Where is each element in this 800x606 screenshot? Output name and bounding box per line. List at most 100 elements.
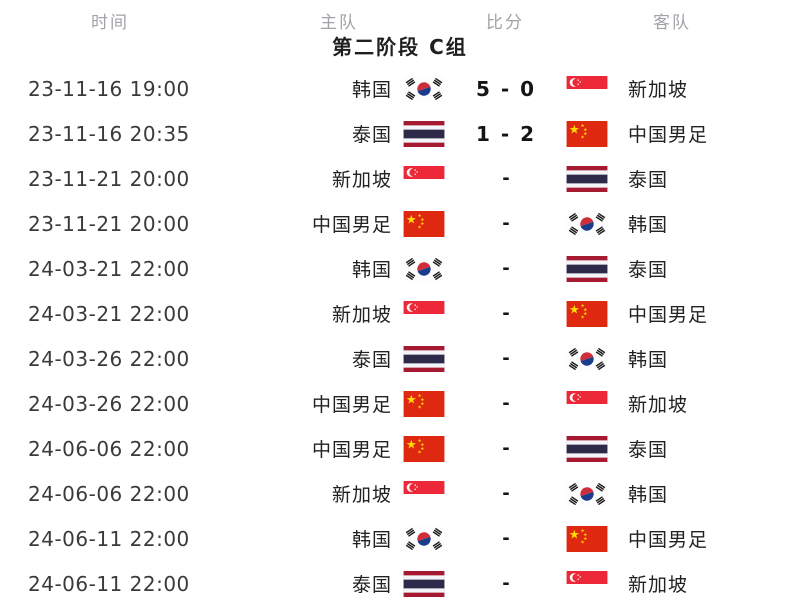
- away-team-name: 泰国: [628, 439, 669, 461]
- match-time: 24-03-26 22:00: [28, 391, 190, 416]
- home-team-flag-icon: [392, 165, 460, 192]
- match-row[interactable]: 24-03-26 22:00 泰国 - 韩国: [0, 336, 800, 381]
- svg-text:★: ★: [420, 441, 424, 447]
- away-team-flag-icon: [552, 345, 614, 372]
- match-time: 24-06-11 22:00: [28, 526, 190, 551]
- svg-text:★: ★: [569, 302, 580, 316]
- match-score: -: [502, 303, 510, 324]
- svg-text:★: ★: [418, 213, 422, 219]
- match-row[interactable]: 23-11-16 20:35 泰国 1 - 2 ★ ★ ★ ★ ★ 中国男足: [0, 111, 800, 156]
- away-team-flag-icon: ★ ★ ★ ★ ★: [552, 525, 614, 552]
- away-team-flag-icon: ★ ★ ★ ★ ★: [552, 120, 614, 147]
- svg-text:★: ★: [420, 400, 424, 406]
- match-score: -: [502, 438, 510, 459]
- svg-text:★: ★: [420, 216, 424, 222]
- match-row[interactable]: 23-11-21 20:00 中国男足 ★ ★ ★ ★ ★ - 韩国: [0, 201, 800, 246]
- svg-text:★: ★: [569, 122, 580, 136]
- column-header-away: 客队: [653, 13, 691, 33]
- away-team-name: 新加坡: [628, 79, 689, 101]
- home-team-flag-icon: [392, 75, 460, 102]
- away-team-flag-icon: [552, 165, 614, 192]
- match-list: 23-11-16 19:00 韩国 5 - 0 新加坡 23-11-16 20:…: [0, 66, 800, 606]
- svg-text:★: ★: [418, 224, 422, 230]
- svg-text:★: ★: [583, 535, 587, 541]
- home-team-name: 中国男足: [311, 394, 392, 416]
- away-team-flag-icon: [552, 435, 614, 462]
- away-team-flag-icon: [552, 570, 614, 597]
- home-team-flag-icon: [392, 525, 460, 552]
- match-row[interactable]: 24-06-06 22:00 中国男足 ★ ★ ★ ★ ★ - 泰国: [0, 426, 800, 471]
- home-team-flag-icon: [392, 480, 460, 507]
- svg-text:★: ★: [581, 314, 585, 320]
- away-team-flag-icon: [552, 390, 614, 417]
- away-team-flag-icon: [552, 480, 614, 507]
- column-header-time: 时间: [91, 13, 129, 33]
- home-team-name: 新加坡: [331, 484, 392, 506]
- svg-text:★: ★: [583, 531, 587, 537]
- match-time: 24-03-26 22:00: [28, 346, 190, 371]
- away-team-name: 韩国: [628, 214, 669, 236]
- match-score: -: [502, 483, 510, 504]
- svg-text:★: ★: [581, 539, 585, 545]
- away-team-name: 中国男足: [628, 529, 709, 551]
- svg-text:★: ★: [583, 306, 587, 312]
- away-team-flag-icon: [552, 255, 614, 282]
- away-team-name: 中国男足: [628, 124, 709, 146]
- match-score: -: [502, 528, 510, 549]
- svg-text:★: ★: [569, 527, 580, 541]
- svg-text:★: ★: [583, 130, 587, 136]
- home-team-flag-icon: [392, 255, 460, 282]
- match-time: 24-06-11 22:00: [28, 571, 190, 596]
- match-score: 5 - 0: [475, 76, 537, 101]
- away-team-name: 韩国: [628, 349, 669, 371]
- match-score: -: [502, 168, 510, 189]
- svg-text:★: ★: [583, 310, 587, 316]
- match-row[interactable]: 24-03-21 22:00 韩国 - 泰国: [0, 246, 800, 291]
- match-score: -: [502, 393, 510, 414]
- home-team-flag-icon: ★ ★ ★ ★ ★: [392, 435, 460, 462]
- svg-text:★: ★: [418, 393, 422, 399]
- svg-text:★: ★: [420, 445, 424, 451]
- svg-text:★: ★: [583, 126, 587, 132]
- match-score: -: [502, 258, 510, 279]
- match-row[interactable]: 24-06-11 22:00 泰国 - 新加坡: [0, 561, 800, 606]
- stage-group-title: 第二阶段 C组: [332, 35, 468, 59]
- home-team-name: 韩国: [351, 79, 392, 101]
- home-team-flag-icon: ★ ★ ★ ★ ★: [392, 210, 460, 237]
- match-row[interactable]: 24-06-11 22:00 韩国 - ★ ★ ★ ★ ★ 中国男足: [0, 516, 800, 561]
- home-team-name: 新加坡: [331, 304, 392, 326]
- home-team-flag-icon: [392, 300, 460, 327]
- away-team-flag-icon: ★ ★ ★ ★ ★: [552, 300, 614, 327]
- svg-text:★: ★: [581, 528, 585, 534]
- svg-text:★: ★: [581, 303, 585, 309]
- match-time: 23-11-21 20:00: [28, 166, 190, 191]
- match-score: -: [502, 213, 510, 234]
- home-team-flag-icon: ★ ★ ★ ★ ★: [392, 390, 460, 417]
- away-team-flag-icon: [552, 75, 614, 102]
- svg-text:★: ★: [418, 449, 422, 455]
- column-header-score: 比分: [486, 13, 524, 33]
- svg-text:★: ★: [406, 437, 417, 451]
- home-team-name: 泰国: [351, 349, 392, 371]
- match-time: 24-06-06 22:00: [28, 436, 190, 461]
- match-row[interactable]: 24-03-26 22:00 中国男足 ★ ★ ★ ★ ★ - 新加坡: [0, 381, 800, 426]
- away-team-name: 泰国: [628, 259, 669, 281]
- home-team-flag-icon: [392, 120, 460, 147]
- match-row[interactable]: 23-11-21 20:00 新加坡 - 泰国: [0, 156, 800, 201]
- match-row[interactable]: 24-03-21 22:00 新加坡 - ★ ★ ★ ★ ★ 中国男足: [0, 291, 800, 336]
- away-team-flag-icon: [552, 210, 614, 237]
- home-team-flag-icon: [392, 345, 460, 372]
- match-time: 23-11-16 19:00: [28, 76, 190, 101]
- away-team-name: 新加坡: [628, 394, 689, 416]
- home-team-flag-icon: [392, 570, 460, 597]
- match-time: 24-03-21 22:00: [28, 301, 190, 326]
- away-team-name: 韩国: [628, 484, 669, 506]
- svg-text:★: ★: [406, 392, 417, 406]
- svg-text:★: ★: [418, 438, 422, 444]
- match-row[interactable]: 24-06-06 22:00 新加坡 - 韩国: [0, 471, 800, 516]
- match-score: -: [502, 573, 510, 594]
- home-team-name: 韩国: [351, 259, 392, 281]
- home-team-name: 新加坡: [331, 169, 392, 191]
- match-row[interactable]: 23-11-16 19:00 韩国 5 - 0 新加坡: [0, 66, 800, 111]
